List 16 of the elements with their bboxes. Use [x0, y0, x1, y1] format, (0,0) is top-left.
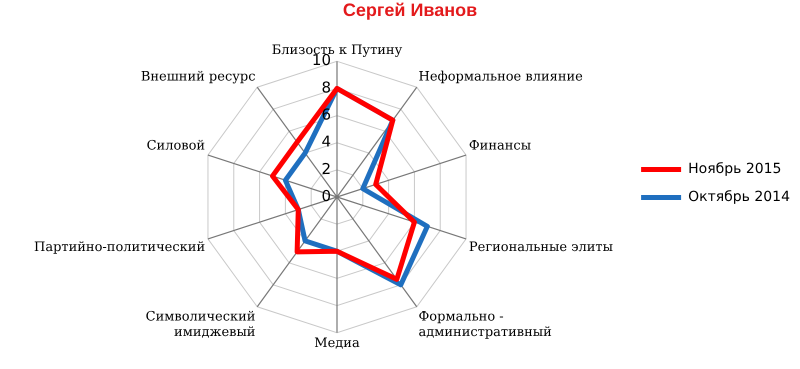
spoke-label: Формально - административный	[418, 309, 552, 340]
spoke-label: Медиа	[314, 336, 360, 351]
spoke-label: Символический имиджевый	[146, 309, 256, 340]
spoke-label: Региональные элиты	[468, 240, 613, 256]
spoke-label: Партийно-политический	[34, 240, 206, 256]
y-tick-label: 2	[321, 160, 331, 178]
spoke-label: Силовой	[146, 138, 206, 154]
legend-label: Ноябрь 2015	[688, 161, 782, 178]
chart-title: Сергей Иванов	[342, 0, 478, 20]
legend-label: Октябрь 2014	[688, 189, 790, 206]
y-tick-label: 0	[321, 186, 331, 205]
y-tick-label: 4	[321, 132, 331, 151]
spoke-label: Внешний ресурс	[140, 69, 256, 84]
y-tick-label: 8	[321, 78, 331, 96]
spoke-label: Финансы	[468, 138, 532, 154]
spoke-label: Неформальное влияние	[418, 69, 584, 84]
